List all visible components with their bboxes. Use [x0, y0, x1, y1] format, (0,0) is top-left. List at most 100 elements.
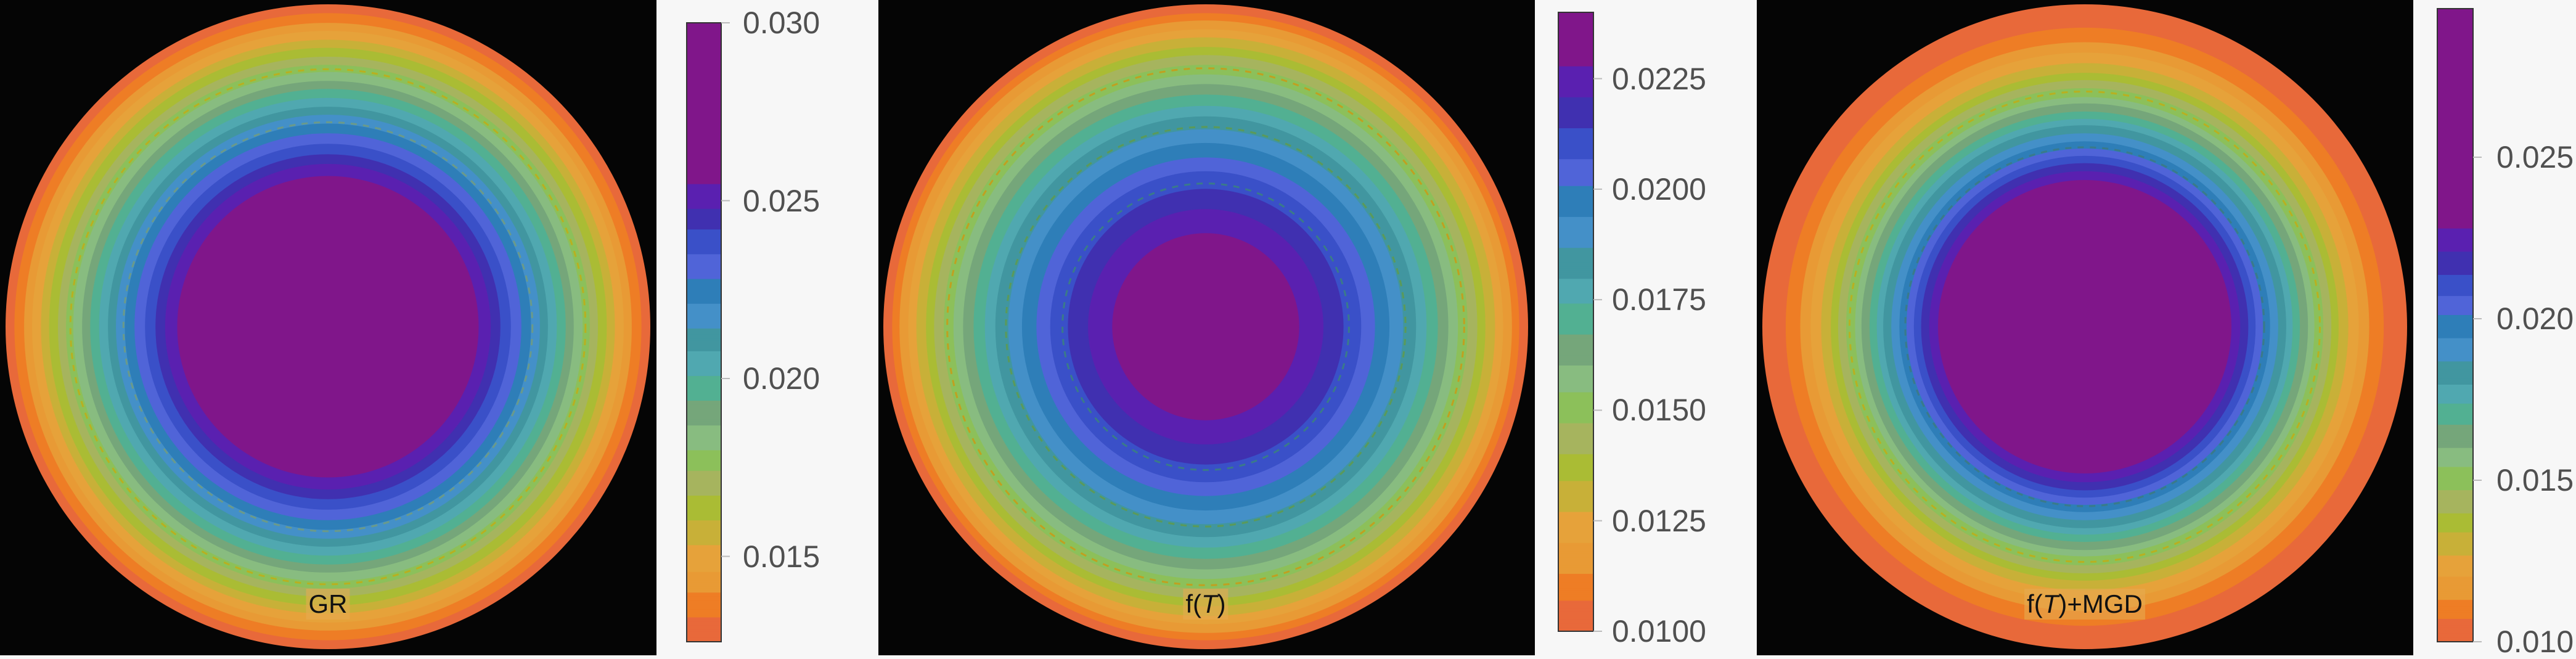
colorbar-segment	[687, 596, 721, 599]
colorbar-segment	[1558, 584, 1593, 586]
colorbar-segment	[687, 260, 721, 263]
colorbar-segment	[2437, 399, 2473, 402]
colorbar-segment	[687, 247, 721, 250]
colorbar-segment	[687, 92, 721, 96]
colorbar-segment	[2437, 489, 2473, 493]
colorbar-segment	[1558, 561, 1593, 564]
colorbar-tick-label: 0.015	[2496, 463, 2574, 497]
colorbar-segment	[687, 212, 721, 215]
colorbar-segment	[1558, 274, 1593, 277]
colorbar-segment	[2437, 331, 2473, 334]
colorbar-segment	[687, 616, 721, 620]
colorbar-segment	[687, 35, 721, 38]
colorbar-segment	[2437, 268, 2473, 271]
colorbar-segment	[687, 524, 721, 527]
colorbar-segment	[1558, 573, 1593, 576]
colorbar-segment	[1558, 158, 1593, 162]
colorbar-segment	[687, 551, 721, 554]
colorbar-segment	[1558, 559, 1593, 562]
colorbar-segment	[1558, 252, 1593, 255]
colorbar-segment	[687, 520, 721, 523]
colorbar-segment	[2437, 426, 2473, 429]
colorbar-segment	[687, 192, 721, 195]
colorbar-segment	[2437, 371, 2473, 374]
colorbar-segment	[687, 375, 721, 379]
label-part: f(	[1185, 589, 1201, 618]
colorbar-segment	[687, 408, 721, 411]
colorbar-segment	[687, 264, 721, 267]
colorbar-segment	[2437, 230, 2473, 233]
colorbar-segment	[687, 51, 721, 54]
colorbar-segment	[1558, 594, 1593, 597]
colorbar-segment	[687, 328, 721, 331]
colorbar-segment	[1558, 307, 1593, 310]
colorbar-segment	[687, 489, 721, 492]
colorbar-segment	[2437, 101, 2473, 104]
colorbar-segment	[2437, 608, 2473, 611]
colorbar-segment	[687, 613, 721, 616]
colorbar-segment	[2437, 542, 2473, 546]
colorbar-segment	[687, 68, 721, 71]
colorbar-segment	[2437, 565, 2473, 568]
colorbar-segment	[687, 402, 721, 405]
colorbar-segment	[687, 55, 721, 59]
colorbar-tick-label: 0.020	[2496, 301, 2574, 337]
colorbar-segment	[2437, 190, 2473, 193]
colorbar-segment	[2437, 72, 2473, 75]
colorbar-segment	[1558, 433, 1593, 436]
colorbar-segment	[1558, 187, 1593, 190]
colorbar-segment	[1558, 237, 1593, 240]
colorbar-segment	[1558, 468, 1593, 471]
colorbar-segment	[2437, 314, 2473, 317]
colorbar-segment	[1558, 443, 1593, 446]
colorbar-segment	[687, 161, 721, 164]
colorbar-segment	[1558, 546, 1593, 549]
colorbar-segment	[687, 592, 721, 595]
colorbar-tick-label: 0.010	[2496, 624, 2574, 659]
colorbar-segment	[687, 427, 721, 430]
colorbar-segment	[1558, 540, 1593, 543]
colorbar-segment	[2437, 407, 2473, 411]
colorbar-segment	[1558, 99, 1593, 102]
colorbar-segment	[1558, 577, 1593, 580]
colorbar-segment	[1558, 437, 1593, 440]
colorbar-segment	[1558, 293, 1593, 296]
colorbar-segment	[1558, 16, 1593, 19]
colorbar-segment	[1558, 264, 1593, 267]
colorbar-segment	[2437, 481, 2473, 484]
colorbar-segment	[2437, 570, 2473, 573]
colorbar-segment	[687, 175, 721, 178]
colorbar-segment	[2437, 435, 2473, 438]
colorbar-segment	[2437, 209, 2473, 212]
colorbar-segment	[1558, 520, 1593, 523]
panel-label-ft-mgd: f(T)+MGD	[2024, 589, 2145, 620]
colorbar-segment	[1558, 148, 1593, 151]
colorbar-segment	[2437, 211, 2473, 214]
colorbar-segment	[1558, 367, 1593, 370]
colorbar-segment	[687, 396, 721, 399]
colorbar-segment	[1558, 362, 1593, 366]
colorbar-segment	[687, 629, 721, 632]
colorbar-segment	[2437, 84, 2473, 88]
colorbar-segment	[687, 571, 721, 575]
colorbar-segment	[687, 132, 721, 135]
label-part: GR	[308, 589, 348, 618]
colorbar-segment	[2437, 118, 2473, 121]
colorbar-segment	[2437, 253, 2473, 256]
colorbar-segment	[1558, 198, 1593, 201]
colorbar-segment	[1558, 92, 1593, 96]
colorbar-segment	[687, 237, 721, 240]
colorbar-segment	[2437, 624, 2473, 628]
colorbar-segment	[1558, 117, 1593, 120]
colorbar-segment	[687, 429, 721, 432]
colorbar-segment	[1558, 431, 1593, 434]
colorbar-segment	[2437, 395, 2473, 398]
colorbar-segment	[2437, 633, 2473, 636]
colorbar-segment	[687, 354, 721, 358]
colorbar-segment	[1558, 328, 1593, 330]
colorbar-segment	[2437, 618, 2473, 621]
colorbar-segment	[687, 210, 721, 213]
colorbar-segment	[687, 74, 721, 77]
colorbar-segment	[1558, 74, 1593, 77]
colorbar-segment	[2437, 266, 2473, 269]
